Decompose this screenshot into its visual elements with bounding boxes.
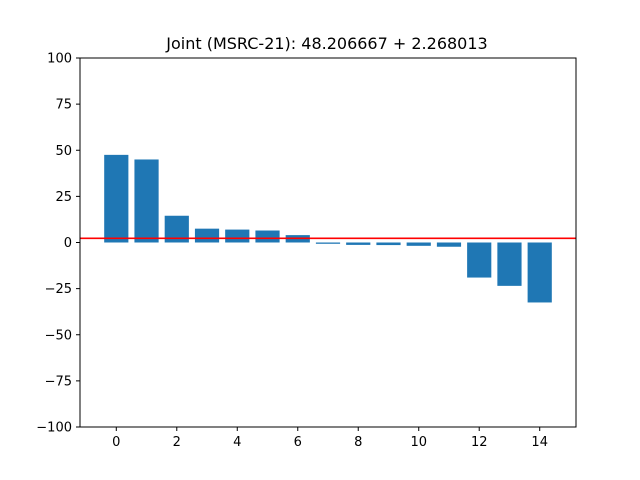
bar-1 — [134, 159, 159, 243]
bar-5 — [255, 230, 280, 243]
x-tick-label: 2 — [173, 435, 181, 450]
bar-13 — [497, 242, 522, 286]
y-tick-label: 100 — [47, 52, 72, 67]
x-tick-label: 14 — [531, 435, 548, 450]
y-tick-label: 75 — [55, 98, 72, 113]
y-tick-label: 25 — [55, 190, 72, 205]
x-axis-ticks: 0 2 4 6 8 10 12 14 — [112, 427, 548, 450]
y-tick-label: 0 — [64, 236, 72, 251]
bar-9 — [376, 242, 401, 246]
x-tick-label: 0 — [112, 435, 120, 450]
y-tick-label: 50 — [55, 144, 72, 159]
bar-12 — [467, 242, 492, 278]
x-tick-label: 12 — [471, 435, 488, 450]
y-tick-label: −75 — [45, 374, 72, 389]
bar-7 — [315, 242, 341, 244]
bar-4 — [225, 229, 250, 243]
bar-0 — [104, 154, 129, 243]
y-axis-ticks: −100 −75 −50 −25 0 25 50 75 100 — [36, 52, 80, 436]
bar-10 — [406, 242, 431, 246]
chart-title: Joint (MSRC-21): 48.206667 + 2.268013 — [165, 34, 487, 53]
x-tick-label: 10 — [410, 435, 427, 450]
bar-3 — [194, 228, 220, 243]
bar-14 — [527, 242, 552, 303]
y-tick-label: −50 — [45, 328, 72, 343]
bars-group — [104, 154, 552, 303]
y-tick-label: −100 — [36, 421, 72, 436]
y-tick-label: −25 — [45, 282, 72, 297]
x-tick-label: 4 — [233, 435, 241, 450]
x-tick-label: 6 — [294, 435, 302, 450]
x-tick-label: 8 — [354, 435, 362, 450]
bar-11 — [436, 242, 462, 247]
bar-8 — [346, 242, 371, 245]
